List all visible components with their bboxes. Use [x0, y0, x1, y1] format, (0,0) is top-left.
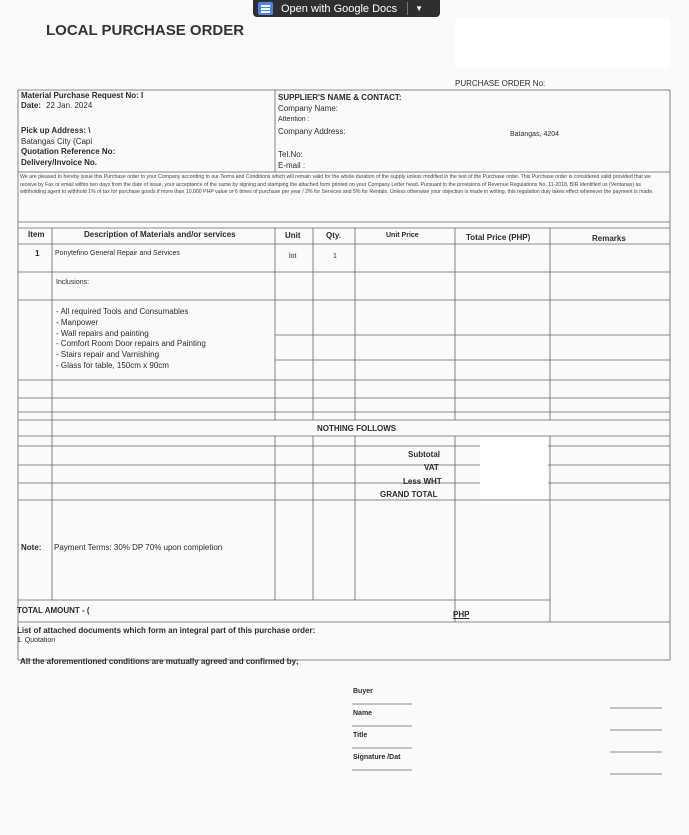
inclusions-label: Inclusions: — [56, 279, 90, 286]
open-with-label: Open with Google Docs — [281, 2, 398, 15]
col-header-item: Item — [28, 230, 45, 239]
row1-qty: 1 — [333, 253, 337, 260]
buyer-label: Buyer — [353, 688, 373, 695]
vat-label: VAT — [424, 463, 439, 472]
note-value: Payment Terms: 30% DP 70% upon completio… — [54, 543, 223, 552]
supplier-heading: SUPPLIER'S NAME & CONTACT: — [278, 93, 402, 102]
company-name-label: Company Name: — [278, 104, 339, 113]
pickup-address-value: Batangas City (Capi — [21, 137, 93, 146]
caret-down-icon[interactable]: ▼ — [415, 4, 424, 13]
less-wht-label: Less WHT — [403, 477, 442, 486]
grand-total-label: GRAND TOTAL — [380, 490, 438, 499]
inclusion-item: - Glass for table, 150cm x 90cm — [56, 360, 169, 370]
total-amount-label: TOTAL AMOUNT - ( — [17, 606, 90, 615]
nothing-follows: NOTHING FOLLOWS — [317, 424, 397, 433]
company-address-value: Batangas, 4204 — [510, 131, 560, 138]
inclusion-item: - Manpower — [56, 317, 99, 327]
col-header-unit-price: Unit Price — [386, 232, 419, 239]
divider — [407, 2, 409, 15]
signature-date-label: Signature /Dat — [353, 754, 401, 761]
inclusion-item: - Comfort Room Door repairs and Painting — [56, 339, 206, 349]
inclusion-item: - Stairs repair and Varnishing — [56, 350, 160, 360]
attached-docs-heading: List of attached documents which form an… — [17, 626, 316, 635]
date-label: Date: — [21, 101, 42, 110]
row1-item: 1 — [35, 249, 40, 258]
agreement-text: All the aforementioned conditions are mu… — [20, 657, 299, 666]
attention-label: Attention : — [278, 116, 310, 123]
inclusions-list: - All required Tools and Consumables - M… — [56, 307, 206, 372]
row1-description: Ponytefino General Repair and Services — [55, 250, 180, 257]
col-header-description: Description of Materials and/or services — [84, 230, 236, 239]
tel-label: Tel.No: — [278, 150, 303, 159]
mpr-label: Material Purchase Request No: I — [21, 91, 144, 100]
pickup-address-label: Pick up Address: \ — [21, 126, 91, 135]
php-label: PHP — [453, 610, 470, 619]
attached-doc-item: 1. Quotation — [17, 637, 56, 644]
col-header-remarks: Remarks — [592, 234, 626, 243]
col-header-qty: Qty. — [326, 231, 341, 240]
redacted-area — [455, 18, 670, 68]
inclusion-item: - Wall repairs and painting — [56, 328, 149, 338]
delivery-invoice-label: Delivery/Invoice No. — [21, 158, 98, 167]
row1-unit: lot — [289, 253, 297, 260]
company-address-label: Company Address: — [278, 127, 346, 136]
date-value: 22 Jan. 2024 — [46, 101, 93, 110]
open-with-google-docs-button[interactable]: Open with Google Docs ▼ — [253, 0, 440, 17]
redacted-totals — [480, 437, 548, 499]
note-label: Note: — [21, 543, 42, 552]
col-header-unit: Unit — [285, 231, 301, 240]
document-title: LOCAL PURCHASE ORDER — [46, 22, 245, 39]
quotation-reference-label: Quotation Reference No: — [21, 147, 116, 156]
col-header-total-price: Total Price (PHP) — [466, 233, 531, 242]
title-label: Title — [353, 732, 368, 739]
subtotal-label: Subtotal — [408, 450, 440, 459]
terms-text: We are pleased to hereby issue this Purc… — [20, 174, 654, 196]
inclusion-item: - All required Tools and Consumables — [56, 307, 189, 316]
email-label: E-mail : — [278, 161, 306, 170]
name-label: Name — [353, 710, 373, 717]
google-docs-icon — [258, 2, 273, 15]
po-number-label: PURCHASE ORDER No: — [455, 79, 546, 88]
